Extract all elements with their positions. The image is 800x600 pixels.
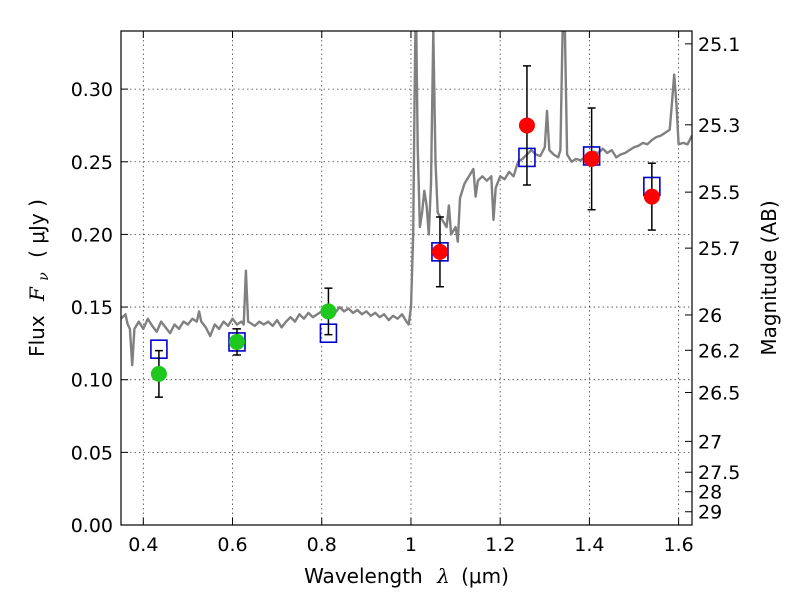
y2-tick-label: 25.1 bbox=[698, 34, 740, 56]
x-tick-label: 1.4 bbox=[574, 534, 604, 556]
photometry-layer bbox=[150, 65, 661, 398]
x-tick-label: 0.4 bbox=[128, 534, 158, 556]
observed-photometry-dot bbox=[643, 188, 660, 205]
y2-tick-label: 28 bbox=[698, 482, 722, 504]
y-tick-label: 0.10 bbox=[71, 370, 113, 392]
model-spectrum-layer bbox=[121, 31, 692, 367]
y-tick-label: 0.30 bbox=[71, 79, 113, 101]
y-tick-label: 0.00 bbox=[71, 515, 113, 537]
observed-photometry-dot bbox=[150, 365, 167, 382]
y2-tick-label: 27.5 bbox=[698, 462, 740, 484]
observed-photometry-dot bbox=[431, 243, 448, 260]
y-axis-label-symbol: F bbox=[25, 286, 49, 302]
y2-tick-label: 26.2 bbox=[698, 340, 740, 362]
y-axis-label-prefix: Flux bbox=[25, 315, 49, 357]
y-tick-label: 0.15 bbox=[71, 297, 113, 319]
x-axis-label: Wavelength λ (μm) bbox=[304, 564, 509, 588]
x-tick-label: 1.2 bbox=[485, 534, 515, 556]
y-tick-label: 0.20 bbox=[71, 224, 113, 246]
observed-photometry-dot bbox=[228, 333, 245, 350]
y2-tick-label: 26.5 bbox=[698, 382, 740, 404]
grid bbox=[121, 31, 692, 525]
y-axis-label-unit: ( μJy ) bbox=[25, 199, 49, 258]
y2-tick-label: 25.3 bbox=[698, 115, 740, 137]
y-tick-label: 0.25 bbox=[71, 152, 113, 174]
y2-tick-label: 25.7 bbox=[698, 238, 740, 260]
x-tick-label: 1 bbox=[405, 534, 417, 556]
observed-photometry-dot bbox=[518, 117, 535, 134]
x-tick-label: 0.8 bbox=[307, 534, 337, 556]
y2-tick-label: 25.5 bbox=[698, 182, 740, 204]
plot-frame bbox=[120, 30, 693, 526]
ticks: 0.4 0.6 0.8 1 1.2 1.4 1.6 0.00 0.05 0.10 0.15 0.20 0… bbox=[71, 31, 740, 556]
y2-axis-label: Magnitude (AB) bbox=[757, 200, 781, 355]
y2-tick-label: 26 bbox=[698, 305, 722, 327]
observed-photometry-dot bbox=[320, 303, 337, 320]
x-tick-label: 1.6 bbox=[664, 534, 694, 556]
y-axis-label: Flux F ν ( μJy ) bbox=[25, 199, 53, 357]
y-tick-label: 0.05 bbox=[71, 442, 113, 464]
observed-photometry-dot bbox=[583, 150, 600, 167]
x-axis-label-prefix: Wavelength bbox=[304, 564, 423, 588]
y2-tick-label: 27 bbox=[698, 431, 722, 453]
x-tick-label: 0.6 bbox=[217, 534, 247, 556]
y-axis-label-subscript: ν bbox=[36, 272, 52, 281]
y2-tick-label: 29 bbox=[698, 502, 722, 524]
model-spectrum-line bbox=[121, 31, 692, 367]
x-axis-label-symbol: λ bbox=[436, 564, 450, 588]
x-axis-label-unit: (μm) bbox=[461, 564, 509, 588]
